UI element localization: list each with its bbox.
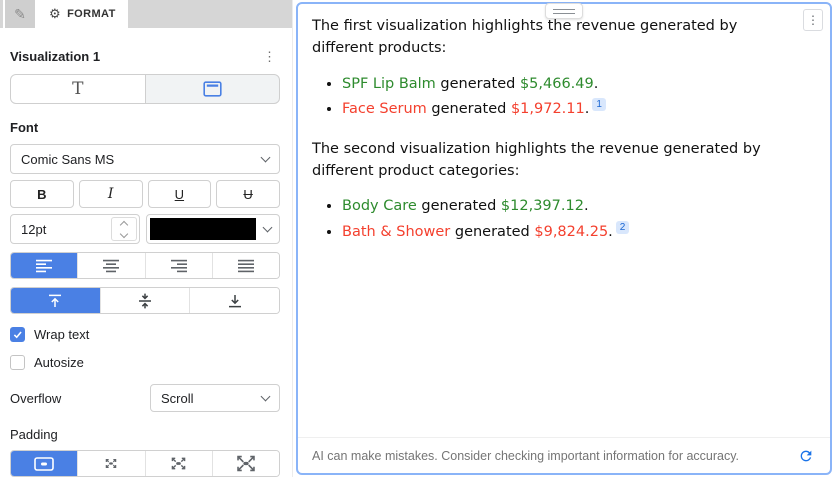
padding-none-button[interactable] (11, 451, 78, 476)
align-right-icon (170, 259, 187, 272)
ai-disclaimer-text: AI can make mistakes. Consider checking … (312, 448, 740, 463)
padding-group (10, 450, 280, 477)
chevron-down-icon (260, 152, 271, 162)
wrap-text-label: Wrap text (34, 327, 90, 342)
valign-top-icon (49, 294, 62, 307)
font-section-label: Font (10, 120, 39, 135)
align-justify-button[interactable] (211, 253, 279, 278)
panel-tabbar: ✎ ⚙ FORMAT (0, 0, 292, 28)
overflow-value: Scroll (161, 390, 194, 406)
padding-large-icon (237, 455, 255, 472)
stepper-down-icon[interactable] (119, 229, 129, 238)
section-menu-button[interactable]: ⋮ (259, 48, 280, 65)
font-size-stepper[interactable] (111, 217, 137, 241)
panel-icon (203, 81, 222, 97)
revenue-amount: $12,397.12 (500, 198, 584, 215)
valign-bottom-button[interactable] (189, 288, 279, 313)
summary-paragraph-1: The first visualization highlights the r… (312, 18, 738, 56)
align-left-icon (36, 259, 53, 272)
underline-button[interactable]: U (147, 180, 212, 208)
drag-handle[interactable] (545, 3, 583, 19)
summary-list-1: SPF Lip Balm generated $5,466.49. Face S… (312, 74, 802, 121)
summary-bullet: Body Care generated $12,397.12. (342, 196, 802, 218)
align-justify-icon (237, 259, 254, 272)
bold-button[interactable]: B (10, 180, 74, 208)
font-family-select[interactable]: Comic Sans MS (10, 144, 280, 174)
padding-small-icon (106, 459, 117, 468)
align-right-button[interactable] (144, 253, 212, 278)
summary-bullet: SPF Lip Balm generated $5,466.49. (342, 74, 802, 96)
text-format-toggle[interactable]: T (11, 75, 146, 103)
ai-disclaimer-bar: AI can make mistakes. Consider checking … (298, 437, 830, 473)
category-name: Body Care (342, 198, 417, 215)
container-format-toggle[interactable] (146, 75, 280, 103)
align-left-button[interactable] (11, 253, 78, 278)
checkbox-unchecked-icon[interactable] (10, 355, 25, 370)
summary-list-2: Body Care generated $12,397.12. Bath & S… (312, 196, 802, 243)
valign-middle-icon (139, 293, 151, 308)
padding-section-label: Padding (10, 427, 58, 442)
overflow-label: Overflow (10, 390, 62, 406)
tab-edit[interactable]: ✎ (3, 0, 37, 28)
wrap-text-checkbox-row[interactable]: Wrap text (10, 327, 280, 342)
align-center-icon (103, 259, 120, 272)
autosize-checkbox-row[interactable]: Autosize (10, 355, 280, 370)
valign-middle-button[interactable] (99, 288, 190, 313)
italic-button[interactable]: I (78, 180, 143, 208)
padding-medium-icon (171, 457, 186, 470)
stepper-up-icon[interactable] (119, 220, 129, 229)
refresh-icon (800, 450, 812, 461)
product-name: SPF Lip Balm (342, 75, 436, 92)
refresh-button[interactable] (798, 448, 814, 464)
summary-bullet: Face Serum generated $1,972.11.1 (342, 97, 802, 121)
section-title: Visualization 1 (10, 49, 101, 64)
revenue-amount: $5,466.49 (519, 75, 594, 92)
padding-large-button[interactable] (211, 451, 279, 476)
text-visualization-panel[interactable]: ⋮ The first visualization highlights the… (296, 2, 832, 475)
valign-bottom-icon (228, 294, 241, 307)
font-size-input[interactable]: 12pt (10, 214, 140, 244)
strikethrough-button[interactable]: U (216, 180, 280, 208)
horizontal-align-group (10, 252, 280, 279)
font-size-value: 12pt (21, 221, 47, 237)
pencil-icon: ✎ (14, 5, 26, 22)
font-color-select[interactable] (146, 214, 280, 244)
panel-menu-button[interactable]: ⋮ (803, 9, 823, 31)
format-panel: ✎ ⚙ FORMAT Visualization 1 ⋮ T Font Comi… (0, 0, 293, 477)
overflow-select[interactable]: Scroll (150, 384, 280, 412)
product-name: Face Serum (342, 101, 427, 118)
citation-badge[interactable]: 1 (592, 98, 606, 112)
revenue-amount: $1,972.11 (510, 101, 585, 118)
summary-bullet: Bath & Shower generated $9,824.25.2 (342, 220, 802, 244)
padding-small-button[interactable] (77, 451, 145, 476)
category-name: Bath & Shower (342, 223, 451, 240)
chevron-down-icon (262, 222, 273, 232)
ai-summary-text: The first visualization highlights the r… (298, 4, 830, 244)
citation-badge[interactable]: 2 (615, 221, 630, 235)
align-center-button[interactable] (77, 253, 145, 278)
chevron-down-icon (260, 391, 271, 401)
autosize-label: Autosize (34, 355, 84, 370)
summary-paragraph-2: The second visualization highlights the … (312, 140, 761, 179)
padding-none-icon (34, 456, 54, 471)
checkbox-checked-icon[interactable] (10, 327, 25, 342)
revenue-amount: $9,824.25 (534, 223, 609, 240)
font-family-value: Comic Sans MS (21, 151, 115, 167)
valign-top-button[interactable] (11, 288, 100, 313)
padding-medium-button[interactable] (144, 451, 212, 476)
format-target-toggle: T (10, 74, 280, 104)
tab-format[interactable]: ⚙ FORMAT (37, 0, 128, 28)
vertical-align-group (10, 287, 280, 314)
gear-icon: ⚙ (49, 6, 62, 21)
color-swatch (150, 218, 256, 240)
tab-format-label: FORMAT (67, 8, 116, 20)
